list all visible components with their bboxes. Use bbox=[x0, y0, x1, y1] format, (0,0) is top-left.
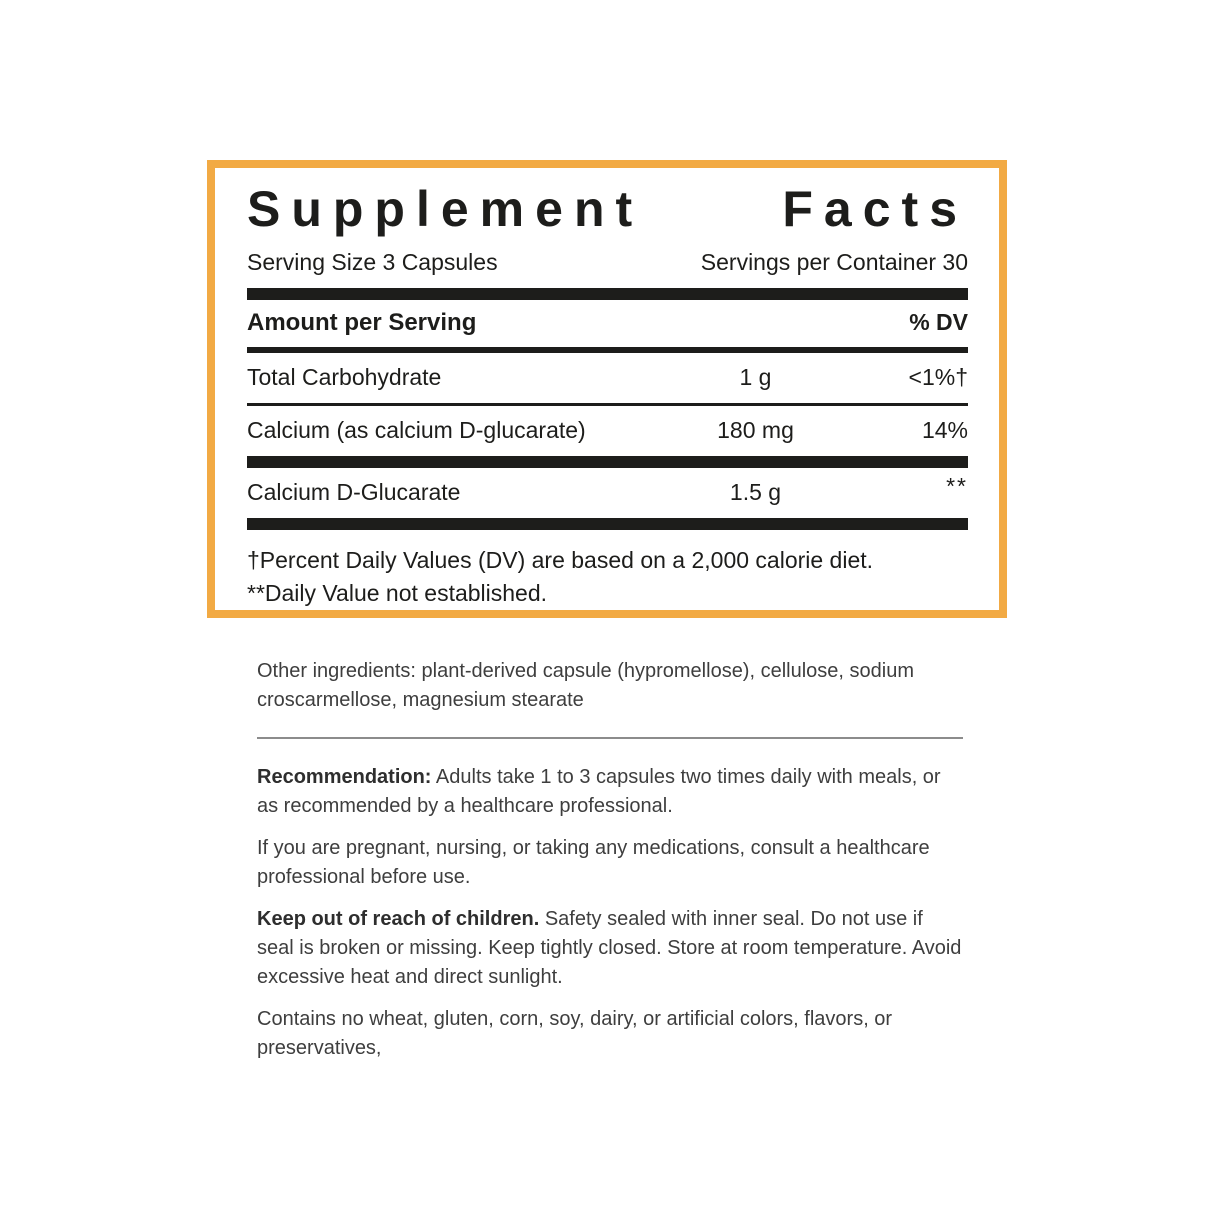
footnote-not-established: **Daily Value not established. bbox=[247, 580, 548, 606]
contains-notice-text: Contains no wheat, gluten, corn, soy, da… bbox=[257, 1008, 893, 1059]
footnote-daily-values: †Percent Daily Values (DV) are based on … bbox=[247, 547, 874, 573]
other-ingredients-text: Other ingredients: plant-derived capsule… bbox=[257, 660, 914, 711]
panel-title: Supplement Facts bbox=[247, 181, 968, 237]
divider-thin bbox=[247, 403, 968, 406]
divider-medium bbox=[247, 347, 968, 353]
children-warning-paragraph: Keep out of reach of children. Safety se… bbox=[257, 905, 963, 992]
children-warning-label: Keep out of reach of children. bbox=[257, 908, 540, 930]
nutrient-name: Total Carbohydrate bbox=[247, 364, 442, 390]
divider-thick-mid bbox=[247, 456, 968, 468]
serving-info-row: Serving Size 3 Capsules Servings per Con… bbox=[247, 249, 968, 276]
label-details-section: Other ingredients: plant-derived capsule… bbox=[257, 657, 963, 1076]
supplement-facts-panel: Supplement Facts Serving Size 3 Capsules… bbox=[207, 160, 1007, 618]
panel-footnotes: †Percent Daily Values (DV) are based on … bbox=[247, 544, 968, 610]
nutrient-amount: 180 mg bbox=[717, 417, 794, 443]
nutrient-amount: 1.5 g bbox=[729, 479, 782, 505]
nutrient-dv: 14% bbox=[921, 417, 968, 443]
nutrient-dv: ** bbox=[946, 473, 968, 499]
table-header-row: Amount per Serving % DV bbox=[247, 300, 968, 347]
serving-size-text: Serving Size 3 Capsules bbox=[247, 249, 498, 275]
nutrient-row-total-carbohydrate: Total Carbohydrate 1 g <1%† bbox=[247, 353, 968, 403]
servings-per-container-text: Servings per Container 30 bbox=[700, 249, 968, 275]
nutrient-row-calcium: Calcium (as calcium D-glucarate) 180 mg … bbox=[247, 406, 968, 456]
pregnancy-notice-text: If you are pregnant, nursing, or taking … bbox=[257, 837, 930, 888]
divider-thick-top bbox=[247, 288, 968, 300]
nutrient-name: Calcium D-Glucarate bbox=[247, 479, 461, 505]
dv-header: % DV bbox=[909, 309, 968, 335]
recommendation-paragraph: Recommendation: Adults take 1 to 3 capsu… bbox=[257, 763, 963, 821]
recommendation-text: Adults take 1 to 3 capsules two times da… bbox=[257, 766, 941, 817]
nutrient-dv: <1%† bbox=[908, 364, 968, 390]
nutrient-row-calcium-d-glucarate: Calcium D-Glucarate 1.5 g ** bbox=[247, 468, 968, 518]
children-warning-text: Safety sealed with inner seal. Do not us… bbox=[257, 908, 962, 988]
divider-thick-bottom bbox=[247, 518, 968, 530]
nutrient-amount: 1 g bbox=[739, 364, 772, 390]
amount-per-serving-header: Amount per Serving bbox=[247, 309, 477, 336]
nutrient-name: Calcium (as calcium D-glucarate) bbox=[247, 417, 586, 443]
section-divider bbox=[257, 737, 963, 739]
recommendation-label: Recommendation: bbox=[257, 766, 432, 788]
